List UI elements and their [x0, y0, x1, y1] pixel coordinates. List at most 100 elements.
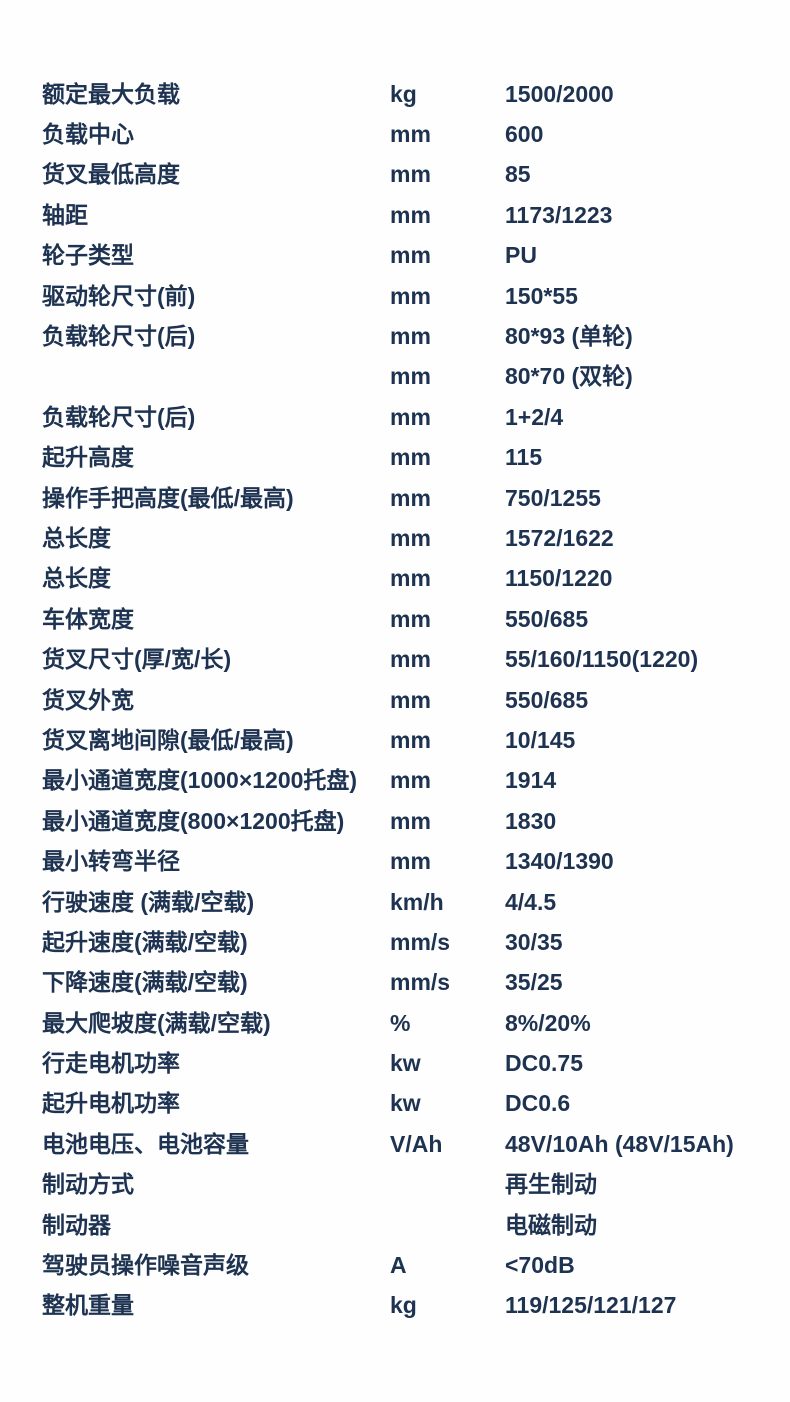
spec-value: 1173/1223: [505, 201, 613, 228]
spec-row: 货叉离地间隙(最低/最高) mm 10/145: [0, 720, 790, 760]
spec-label: 最小转弯半径: [42, 848, 180, 875]
spec-row: 额定最大负载 kg 1500/2000: [0, 74, 790, 114]
spec-label: 车体宽度: [42, 605, 134, 632]
spec-row: 下降速度(满载/空载) mm/s 35/25: [0, 963, 790, 1003]
spec-value: 1830: [505, 807, 557, 834]
spec-unit: mm: [390, 484, 431, 511]
spec-value: 119/125/121/127: [505, 1292, 677, 1319]
spec-unit: %: [390, 1009, 411, 1036]
spec-unit: mm: [390, 323, 431, 350]
spec-label: 总长度: [42, 565, 111, 592]
spec-unit: mm/s: [390, 969, 451, 996]
spec-label: 负载轮尺寸(后): [42, 403, 196, 430]
spec-label: 轮子类型: [42, 242, 134, 269]
spec-label: 总长度: [42, 524, 111, 551]
spec-row: 总长度 mm 1150/1220: [0, 559, 790, 599]
spec-unit: mm: [390, 242, 431, 269]
spec-value: 80*70 (双轮): [505, 363, 633, 390]
spec-value: 550/685: [505, 605, 589, 632]
spec-value: 115: [505, 444, 543, 471]
spec-value: 1340/1390: [505, 848, 614, 875]
spec-unit: mm: [390, 767, 431, 794]
spec-label: 起升速度(满载/空载): [42, 928, 248, 955]
spec-value: 1150/1220: [505, 565, 613, 592]
spec-row: 货叉尺寸(厚/宽/长) mm 55/160/1150(1220): [0, 639, 790, 679]
spec-unit: V/Ah: [390, 1130, 443, 1157]
spec-label: 制动方式: [42, 1171, 134, 1198]
spec-row: 车体宽度 mm 550/685: [0, 599, 790, 639]
spec-unit: mm/s: [390, 928, 451, 955]
spec-unit: mm: [390, 848, 431, 875]
spec-label: 驱动轮尺寸(前): [42, 282, 196, 309]
spec-row: 货叉最低高度 mm 85: [0, 155, 790, 195]
spec-row: 起升速度(满载/空载) mm/s 30/35: [0, 922, 790, 962]
spec-value: 55/160/1150(1220): [505, 646, 699, 673]
spec-value: 35/25: [505, 969, 563, 996]
spec-unit: mm: [390, 282, 431, 309]
spec-value: 1914: [505, 767, 557, 794]
spec-label: 额定最大负载: [42, 80, 180, 107]
spec-label: 起升电机功率: [42, 1090, 180, 1117]
spec-label: 负载轮尺寸(后): [42, 323, 196, 350]
spec-row: 电池电压、电池容量 V/Ah 48V/10Ah (48V/15Ah): [0, 1124, 790, 1164]
spec-value: DC0.6: [505, 1090, 571, 1117]
spec-value: 600: [505, 121, 544, 148]
spec-row: 总长度 mm 1572/1622: [0, 518, 790, 558]
spec-row: 制动方式 再生制动: [0, 1165, 790, 1205]
spec-label: 操作手把高度(最低/最高): [42, 484, 294, 511]
spec-value: 1+2/4: [505, 403, 564, 430]
spec-value: 8%/20%: [505, 1009, 591, 1036]
spec-row: 制动器 电磁制动: [0, 1205, 790, 1245]
spec-unit: mm: [390, 726, 431, 753]
spec-value: 85: [505, 161, 531, 188]
spec-value: 750/1255: [505, 484, 601, 511]
spec-row: 起升电机功率 kw DC0.6: [0, 1084, 790, 1124]
spec-value: 48V/10Ah (48V/15Ah): [505, 1130, 734, 1157]
spec-unit: mm: [390, 121, 431, 148]
spec-row: 轮子类型 mm PU: [0, 236, 790, 276]
spec-unit: mm: [390, 403, 431, 430]
spec-value: 1572/1622: [505, 524, 614, 551]
spec-value: 150*55: [505, 282, 578, 309]
spec-row: 行走电机功率 kw DC0.75: [0, 1043, 790, 1083]
spec-row: 负载轮尺寸(后) mm 1+2/4: [0, 397, 790, 437]
spec-label: 货叉尺寸(厚/宽/长): [42, 646, 232, 673]
spec-label: 电池电压、电池容量: [42, 1130, 249, 1157]
spec-table: 额定最大负载 kg 1500/2000 负载中心 mm 600 货叉最低高度 m…: [0, 74, 790, 1326]
spec-row: 最小通道宽度(1000×1200托盘) mm 1914: [0, 761, 790, 801]
spec-value: 1500/2000: [505, 80, 614, 107]
spec-unit: kg: [390, 1292, 417, 1319]
spec-unit: km/h: [390, 888, 444, 915]
spec-label: 行走电机功率: [42, 1050, 180, 1077]
spec-unit: mm: [390, 605, 431, 632]
spec-label: 起升高度: [42, 444, 134, 471]
spec-label: 货叉最低高度: [42, 161, 180, 188]
spec-row: 驱动轮尺寸(前) mm 150*55: [0, 276, 790, 316]
spec-row: 负载轮尺寸(后) mm 80*93 (单轮): [0, 316, 790, 356]
spec-value: <70dB: [505, 1252, 575, 1279]
spec-unit: mm: [390, 363, 431, 390]
spec-row: 负载中心 mm 600: [0, 114, 790, 154]
spec-row: 起升高度 mm 115: [0, 438, 790, 478]
spec-label: 轴距: [42, 201, 88, 228]
spec-unit: mm: [390, 524, 431, 551]
spec-unit: kw: [390, 1090, 421, 1117]
spec-row: 驾驶员操作噪音声级 A <70dB: [0, 1245, 790, 1285]
spec-row: 整机重量 kg 119/125/121/127: [0, 1286, 790, 1326]
spec-value: 80*93 (单轮): [505, 323, 633, 350]
spec-label: 驾驶员操作噪音声级: [42, 1252, 249, 1279]
spec-label: 负载中心: [42, 121, 134, 148]
spec-value: 电磁制动: [505, 1211, 597, 1238]
spec-value: 4/4.5: [505, 888, 557, 915]
spec-value: 30/35: [505, 928, 563, 955]
spec-unit: mm: [390, 565, 431, 592]
spec-label: 货叉外宽: [42, 686, 134, 713]
spec-label: 最大爬坡度(满载/空载): [42, 1009, 271, 1036]
spec-row: 货叉外宽 mm 550/685: [0, 680, 790, 720]
spec-value: 再生制动: [505, 1171, 597, 1198]
spec-label: 下降速度(满载/空载): [42, 969, 248, 996]
spec-unit: mm: [390, 201, 431, 228]
spec-row: 最小转弯半径 mm 1340/1390: [0, 841, 790, 881]
spec-row: 最小通道宽度(800×1200托盘) mm 1830: [0, 801, 790, 841]
